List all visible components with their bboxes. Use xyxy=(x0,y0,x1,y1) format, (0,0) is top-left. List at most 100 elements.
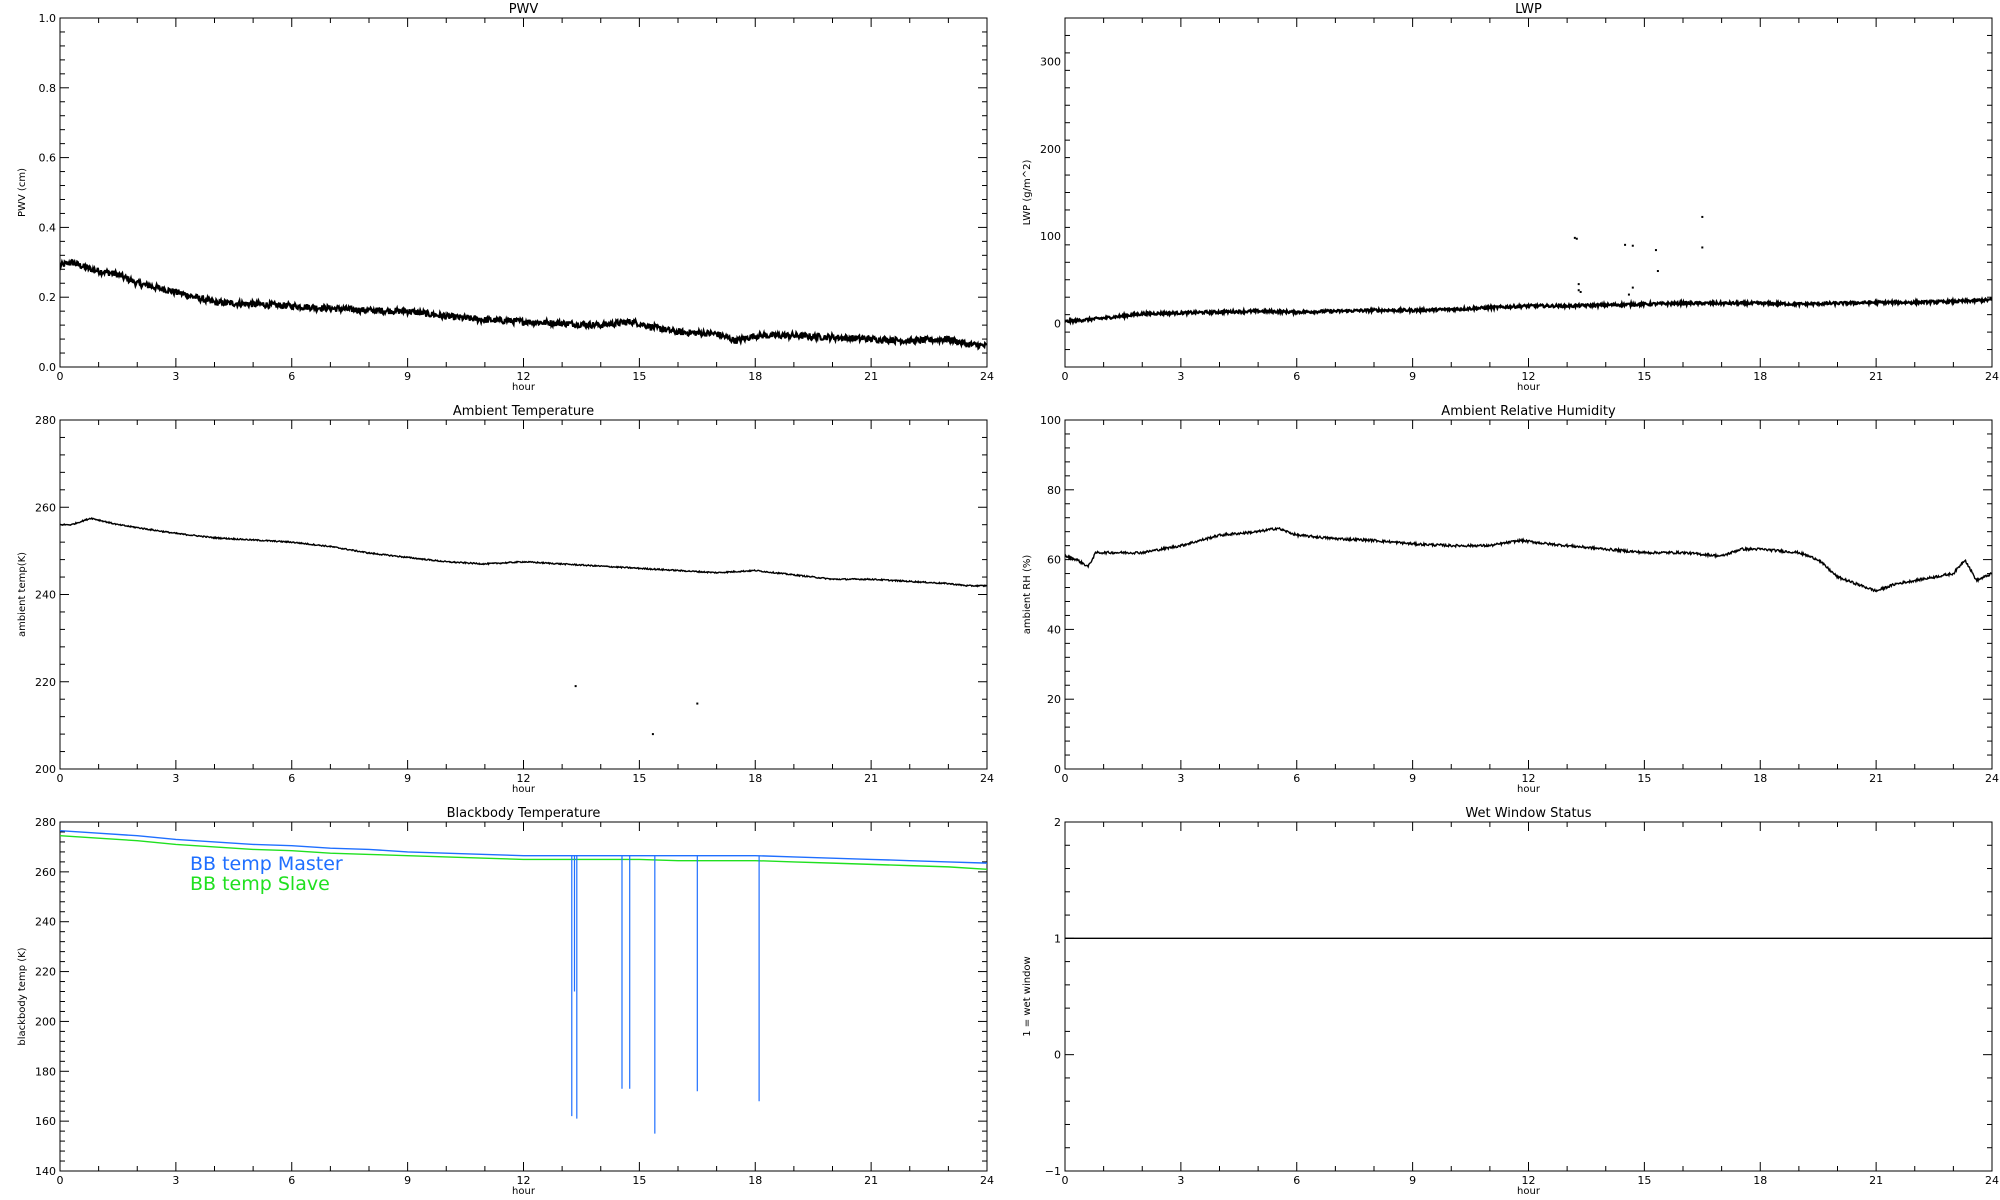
x-tick-label: 21 xyxy=(864,1174,878,1187)
x-tick-label: 15 xyxy=(632,370,646,383)
x-tick-label: 6 xyxy=(1293,772,1300,785)
x-tick-label: 6 xyxy=(288,1174,295,1187)
y-tick-label: 260 xyxy=(35,501,56,514)
y-axis-label: blackbody temp (K) xyxy=(17,947,28,1045)
outlier-point xyxy=(1631,286,1634,289)
plot-area xyxy=(1065,526,1992,593)
x-tick-label: 21 xyxy=(1869,1174,1883,1187)
x-tick-label: 3 xyxy=(172,1174,179,1187)
outlier-point xyxy=(1573,236,1576,239)
plot-area xyxy=(1065,215,1992,326)
x-tick-label: 3 xyxy=(1177,370,1184,383)
x-tick-label: 12 xyxy=(1522,772,1536,785)
x-tick-label: 18 xyxy=(1753,1174,1767,1187)
x-tick-label: 24 xyxy=(980,772,994,785)
series-line-0 xyxy=(60,258,987,351)
y-tick-label: 100 xyxy=(1040,230,1061,243)
y-tick-label: 20 xyxy=(1047,693,1061,706)
x-tick-label: 18 xyxy=(1753,370,1767,383)
outlier-point xyxy=(1701,246,1704,249)
y-tick-label: 280 xyxy=(35,816,56,829)
y-tick-label: 220 xyxy=(35,966,56,979)
x-tick-label: 21 xyxy=(864,772,878,785)
x-tick-label: 15 xyxy=(1637,772,1651,785)
x-tick-label: 6 xyxy=(288,772,295,785)
x-axis-label: hour xyxy=(512,784,536,795)
series-line-1 xyxy=(60,835,987,871)
x-tick-label: 9 xyxy=(404,1174,411,1187)
x-tick-label: 6 xyxy=(288,370,295,383)
plot-area xyxy=(60,516,987,736)
chart-pwv: PWV 0 3 6 9 12 15 18 21 24 hour 0.0 0.2 0.4 0.6 0.8 1.0 P… xyxy=(17,2,994,393)
y-axis-label: PWV (cm) xyxy=(17,168,28,217)
x-tick-label: 6 xyxy=(1293,1174,1300,1187)
x-tick-label: 18 xyxy=(748,370,762,383)
chart-ambient_rh: Ambient Relative Humidity 0 3 6 9 12 15 18 21 24 h… xyxy=(1022,404,1999,795)
outlier-point xyxy=(1577,289,1580,292)
x-tick-label: 15 xyxy=(632,772,646,785)
y-tick-label: 0.6 xyxy=(39,152,57,165)
outlier-point xyxy=(574,685,577,688)
x-tick-label: 0 xyxy=(1062,370,1069,383)
outlier-point xyxy=(1656,270,1659,273)
y-tick-label: 40 xyxy=(1047,623,1061,636)
y-tick-label: 240 xyxy=(35,916,56,929)
x-tick-label: 18 xyxy=(748,1174,762,1187)
x-tick-label: 21 xyxy=(1869,772,1883,785)
outlier-point xyxy=(651,733,654,736)
x-tick-label: 0 xyxy=(57,370,64,383)
series-line-0 xyxy=(60,516,987,588)
y-tick-label: 0 xyxy=(1054,317,1061,330)
x-tick-label: 12 xyxy=(517,772,531,785)
y-tick-label: 160 xyxy=(35,1115,56,1128)
chart-title: Ambient Temperature xyxy=(453,404,594,419)
outlier-point xyxy=(696,702,699,705)
x-tick-label: 12 xyxy=(1522,370,1536,383)
y-axis-label: ambient temp(K) xyxy=(17,552,28,637)
x-tick-label: 24 xyxy=(980,370,994,383)
x-tick-label: 12 xyxy=(1522,1174,1536,1187)
x-axis-label: hour xyxy=(512,382,536,393)
x-tick-label: 9 xyxy=(404,370,411,383)
plot-frame xyxy=(59,419,988,770)
y-tick-label: 200 xyxy=(35,1015,56,1028)
plot-frame xyxy=(59,17,988,368)
y-tick-label: 0.4 xyxy=(39,221,57,234)
outlier-point xyxy=(1577,283,1580,286)
chart-title: Ambient Relative Humidity xyxy=(1441,404,1616,419)
x-tick-label: 24 xyxy=(980,1174,994,1187)
x-tick-label: 9 xyxy=(404,772,411,785)
y-tick-label: 200 xyxy=(35,763,56,776)
y-axis-label: LWP (g/m^2) xyxy=(1022,160,1033,226)
y-tick-label: 100 xyxy=(1040,414,1061,427)
outlier-point xyxy=(1627,293,1630,296)
x-tick-label: 24 xyxy=(1985,1174,1999,1187)
x-tick-label: 0 xyxy=(57,772,64,785)
y-tick-label: 0.0 xyxy=(39,361,57,374)
outlier-point xyxy=(1575,237,1578,240)
x-tick-label: 3 xyxy=(1177,772,1184,785)
plot-area xyxy=(60,830,987,1134)
x-tick-label: 15 xyxy=(632,1174,646,1187)
x-tick-label: 3 xyxy=(172,772,179,785)
series-line-0 xyxy=(60,830,987,864)
y-tick-label: 2 xyxy=(1054,816,1061,829)
y-tick-label: 200 xyxy=(1040,143,1061,156)
y-tick-label: 260 xyxy=(35,866,56,879)
y-tick-label: −1 xyxy=(1045,1165,1061,1178)
plot-frame xyxy=(1064,821,1993,1172)
y-axis-label: 1 = wet window xyxy=(1022,956,1033,1036)
outlier-point xyxy=(1624,243,1627,246)
x-axis-label: hour xyxy=(1517,1186,1541,1197)
outlier-point xyxy=(1654,249,1657,252)
x-tick-label: 9 xyxy=(1409,1174,1416,1187)
chart-lwp: LWP 0 3 6 9 12 15 18 21 24 hour 0 100 200 300 LWP (g/m^… xyxy=(1022,2,1999,393)
y-tick-label: 80 xyxy=(1047,484,1061,497)
x-axis-label: hour xyxy=(1517,784,1541,795)
x-tick-label: 12 xyxy=(517,370,531,383)
y-tick-label: 140 xyxy=(35,1165,56,1178)
y-tick-label: 0.2 xyxy=(39,291,57,304)
x-tick-label: 0 xyxy=(1062,772,1069,785)
y-tick-label: 220 xyxy=(35,676,56,689)
